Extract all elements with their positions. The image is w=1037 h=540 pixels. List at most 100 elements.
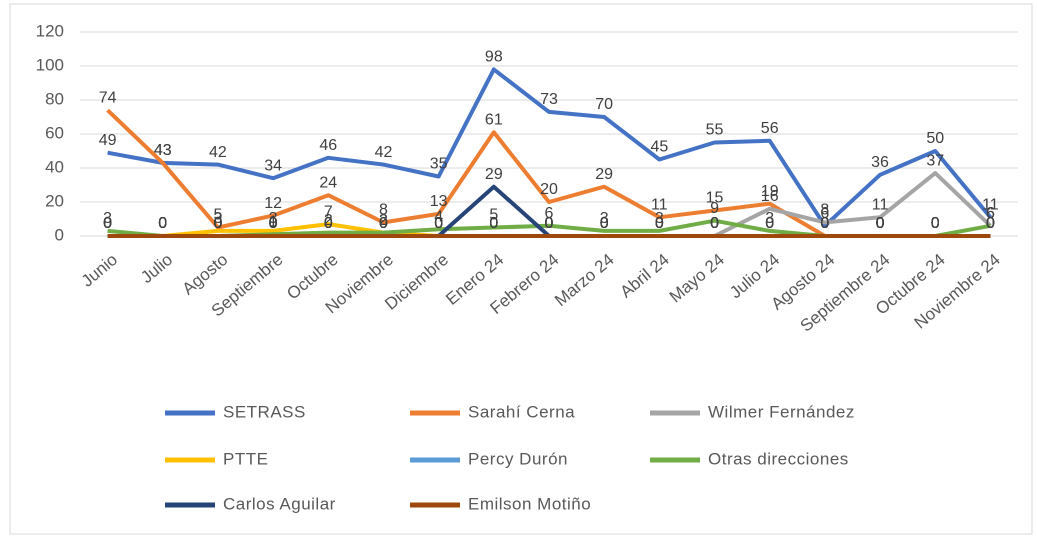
data-label: 0: [158, 215, 167, 232]
legend-label: Carlos Aguilar: [223, 494, 336, 513]
data-label: 0: [545, 215, 554, 232]
data-label: 9: [710, 200, 719, 217]
data-label: 0: [765, 215, 774, 232]
legend-label: Wilmer Fernández: [708, 402, 855, 421]
data-label: 0: [434, 215, 443, 232]
y-tick-label: 60: [45, 123, 64, 142]
legend-label: Emilson Motiño: [468, 494, 591, 513]
data-label: 0: [820, 215, 829, 232]
data-label: 2: [379, 212, 388, 229]
legend-label: Percy Durón: [468, 449, 568, 468]
data-label: 0: [876, 215, 885, 232]
legend-label: PTTE: [223, 449, 268, 468]
data-label: 0: [876, 215, 885, 232]
data-label: 8: [820, 202, 829, 219]
data-label: 0: [600, 215, 609, 232]
data-label: 0: [655, 215, 664, 232]
data-label: 45: [650, 139, 668, 156]
data-label: 5: [213, 207, 222, 224]
data-label: 6: [820, 205, 829, 222]
data-label: 34: [264, 157, 282, 174]
data-label: 3: [269, 210, 278, 227]
data-label: 0: [379, 215, 388, 232]
data-label: 0: [269, 215, 278, 232]
data-label: 20: [540, 181, 558, 198]
y-tick-label: 80: [45, 89, 64, 108]
data-label: 0: [489, 215, 498, 232]
data-label: 0: [820, 215, 829, 232]
data-label: 19: [761, 183, 779, 200]
data-label: 0: [876, 215, 885, 232]
data-label: 3: [655, 210, 664, 227]
data-label: 0: [213, 215, 222, 232]
data-label: 0: [820, 215, 829, 232]
data-label: 0: [820, 215, 829, 232]
data-label: 0: [324, 215, 333, 232]
data-label: 16: [761, 188, 779, 205]
data-label: 5: [489, 207, 498, 224]
data-label: 0: [655, 215, 664, 232]
data-label: 0: [931, 215, 940, 232]
data-label: 0: [931, 215, 940, 232]
data-label: 0: [269, 215, 278, 232]
data-label: 0: [876, 215, 885, 232]
data-label: 0: [600, 215, 609, 232]
data-label: 6: [986, 205, 995, 222]
data-label: 3: [213, 210, 222, 227]
data-label: 49: [99, 132, 117, 149]
data-label: 0: [158, 215, 167, 232]
data-label: 70: [595, 96, 613, 113]
data-label: 1: [269, 214, 278, 231]
data-label: 0: [103, 215, 112, 232]
data-label: 11: [982, 197, 999, 214]
data-label: 0: [545, 215, 554, 232]
data-label: 3: [600, 210, 609, 227]
data-label: 0: [269, 215, 278, 232]
data-label: 0: [765, 215, 774, 232]
data-label: 0: [931, 215, 940, 232]
data-label: 0: [434, 215, 443, 232]
data-label: 11: [651, 197, 668, 214]
data-label: 0: [489, 215, 498, 232]
data-label: 46: [319, 137, 337, 154]
data-label: 0: [269, 215, 278, 232]
data-label: 4: [434, 208, 443, 225]
data-label: 42: [209, 144, 227, 161]
data-label: 0: [986, 215, 995, 232]
legend-label: Sarahí Cerna: [468, 402, 575, 421]
data-label: 11: [872, 197, 889, 214]
data-label: 36: [871, 154, 889, 171]
data-label: 0: [600, 215, 609, 232]
data-label: 0: [931, 215, 940, 232]
data-label: 0: [545, 215, 554, 232]
data-label: 2: [324, 212, 333, 229]
data-label: 0: [103, 215, 112, 232]
data-label: 3: [765, 210, 774, 227]
data-label: 0: [986, 215, 995, 232]
data-label: 0: [434, 215, 443, 232]
data-label: 0: [213, 215, 222, 232]
data-label: 61: [485, 112, 503, 129]
data-label: 0: [379, 215, 388, 232]
data-label: 7: [324, 203, 333, 220]
data-label: 0: [379, 215, 388, 232]
data-label: 0: [489, 215, 498, 232]
data-label: 0: [379, 215, 388, 232]
data-label: 15: [706, 190, 724, 207]
data-label: 0: [931, 215, 940, 232]
y-tick-label: 120: [36, 21, 64, 40]
data-label: 29: [595, 166, 613, 183]
data-label: 0: [655, 215, 664, 232]
y-tick-label: 20: [45, 191, 64, 210]
data-label: 37: [926, 152, 944, 169]
data-label: 0: [765, 215, 774, 232]
data-label: 55: [706, 122, 724, 139]
data-label: 0: [489, 215, 498, 232]
y-tick-label: 100: [36, 55, 64, 74]
data-label: 0: [600, 215, 609, 232]
data-label: 0: [820, 215, 829, 232]
data-label: 12: [264, 195, 282, 212]
data-label: 0: [103, 215, 112, 232]
data-label: 56: [761, 120, 779, 137]
data-label: 0: [710, 215, 719, 232]
